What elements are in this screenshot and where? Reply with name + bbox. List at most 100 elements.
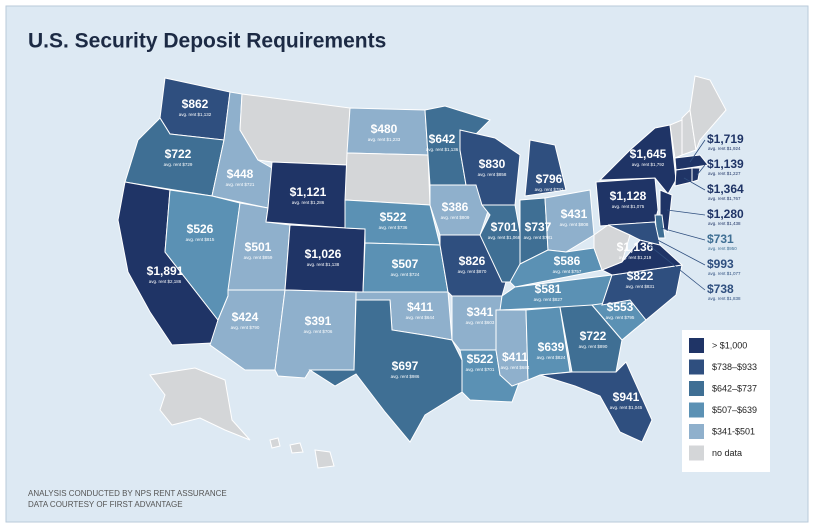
avg-rent: avg. rent $1,286 bbox=[292, 200, 325, 205]
leader-line bbox=[696, 164, 706, 176]
avg-rent: avg. rent $1,219 bbox=[619, 255, 652, 260]
state bbox=[269, 437, 281, 449]
leader-line bbox=[683, 177, 706, 191]
deposit-value: $1,139 bbox=[707, 157, 744, 171]
avg-rent: avg. rent $890 bbox=[579, 344, 608, 349]
avg-rent: avg. rent $1,077 bbox=[708, 271, 741, 276]
deposit-value: $796 bbox=[536, 172, 563, 186]
state bbox=[314, 449, 335, 469]
legend-label: $642–$737 bbox=[712, 383, 757, 393]
avg-rent: avg. rent $831 bbox=[626, 284, 655, 289]
avg-rent: avg. rent $986 bbox=[391, 374, 420, 379]
deposit-value: $1,891 bbox=[147, 264, 184, 278]
avg-rent: avg. rent $736 bbox=[379, 225, 408, 230]
state bbox=[495, 309, 529, 387]
avg-rent: avg. rent $1,838 bbox=[708, 296, 741, 301]
deposit-value: $424 bbox=[232, 310, 259, 324]
legend-label: > $1,000 bbox=[712, 340, 747, 350]
avg-rent: avg. rent $1,438 bbox=[708, 221, 741, 226]
deposit-value: $738 bbox=[707, 282, 734, 296]
avg-rent: avg. rent $795 bbox=[606, 315, 635, 320]
avg-rent: avg. rent $824 bbox=[537, 355, 566, 360]
avg-rent: avg. rent $790 bbox=[231, 325, 260, 330]
leader-line bbox=[644, 241, 706, 291]
deposit-value: $941 bbox=[613, 390, 640, 404]
avg-rent: avg. rent $701 bbox=[466, 367, 495, 372]
deposit-value: $722 bbox=[580, 329, 607, 343]
state bbox=[689, 75, 727, 152]
avg-rent: avg. rent $1,045 bbox=[610, 405, 643, 410]
deposit-value: $522 bbox=[467, 352, 494, 366]
state bbox=[344, 152, 431, 206]
avg-rent: avg. rent $950 bbox=[708, 246, 737, 251]
avg-rent: avg. rent $1,138 bbox=[307, 262, 340, 267]
legend-swatch bbox=[689, 402, 704, 418]
avg-rent: avg. rent $809 bbox=[441, 215, 470, 220]
avg-rent: avg. rent $603 bbox=[466, 320, 495, 325]
leader-line bbox=[689, 139, 706, 163]
deposit-value: $830 bbox=[479, 157, 506, 171]
deposit-value: $581 bbox=[535, 282, 562, 296]
avg-rent: avg. rent $808 bbox=[560, 222, 589, 227]
deposit-value: $1,719 bbox=[707, 132, 744, 146]
deposit-value: $722 bbox=[165, 147, 192, 161]
avg-rent: avg. rent $1,227 bbox=[708, 171, 741, 176]
avg-rent: avg. rent $1,132 bbox=[179, 112, 212, 117]
avg-rent: avg. rent $724 bbox=[391, 272, 420, 277]
deposit-value: $586 bbox=[554, 254, 581, 268]
state bbox=[308, 299, 463, 443]
state bbox=[607, 221, 661, 246]
deposit-value: $993 bbox=[707, 257, 734, 271]
deposit-value: $862 bbox=[182, 97, 209, 111]
state bbox=[598, 124, 677, 195]
state bbox=[544, 189, 595, 253]
legend-label: $507–$639 bbox=[712, 405, 757, 415]
avg-rent: avg. rent $859 bbox=[244, 255, 273, 260]
state bbox=[524, 139, 567, 197]
footnote: ANALYSIS CONDUCTED BY NPS RENT ASSURANCE bbox=[28, 489, 227, 498]
deposit-value: $501 bbox=[245, 240, 272, 254]
title: U.S. Security Deposit Requirements bbox=[28, 30, 386, 53]
avg-rent: avg. rent $2,186 bbox=[149, 279, 182, 284]
deposit-value: $822 bbox=[627, 269, 654, 283]
legend-label: $341-$501 bbox=[712, 426, 755, 436]
deposit-value: $341 bbox=[467, 305, 494, 319]
avg-rent: avg. rent $793 bbox=[535, 187, 564, 192]
deposit-value: $553 bbox=[607, 300, 634, 314]
legend-swatch bbox=[689, 359, 704, 375]
avg-rent: avg. rent $870 bbox=[458, 269, 487, 274]
state bbox=[265, 161, 348, 229]
avg-rent: avg. rent $1,136 bbox=[426, 147, 459, 152]
state bbox=[289, 442, 304, 454]
deposit-value: $737 bbox=[525, 220, 552, 234]
deposit-value: $431 bbox=[561, 207, 588, 221]
avg-rent: avg. rent $1,767 bbox=[708, 196, 741, 201]
avg-rent: avg. rent $858 bbox=[478, 172, 507, 177]
deposit-value: $1,645 bbox=[630, 147, 667, 161]
deposit-value: $1,128 bbox=[610, 189, 647, 203]
deposit-value: $639 bbox=[538, 340, 565, 354]
avg-rent: avg. rent $721 bbox=[226, 182, 255, 187]
deposit-value: $1,121 bbox=[290, 185, 327, 199]
legend-swatch bbox=[689, 424, 704, 439]
state bbox=[674, 154, 709, 171]
legend-swatch bbox=[689, 338, 704, 353]
avg-rent: avg. rent $1,792 bbox=[632, 162, 665, 167]
legend-swatch bbox=[689, 381, 704, 396]
deposit-value: $642 bbox=[429, 132, 456, 146]
deposit-value: $411 bbox=[502, 350, 528, 364]
deposit-value: $522 bbox=[380, 210, 407, 224]
avg-rent: avg. rent $1,924 bbox=[708, 146, 741, 151]
states bbox=[117, 75, 727, 469]
state bbox=[674, 167, 693, 187]
legend-swatch bbox=[689, 445, 704, 461]
deposit-value: $411 bbox=[407, 300, 433, 314]
state bbox=[509, 247, 603, 288]
avg-rent: avg. rent $815 bbox=[186, 237, 215, 242]
state bbox=[149, 367, 251, 441]
deposit-value: $731 bbox=[707, 232, 734, 246]
deposit-value: $391 bbox=[305, 314, 332, 328]
state bbox=[559, 304, 623, 373]
avg-rent: avg. rent $1,075 bbox=[612, 204, 645, 209]
